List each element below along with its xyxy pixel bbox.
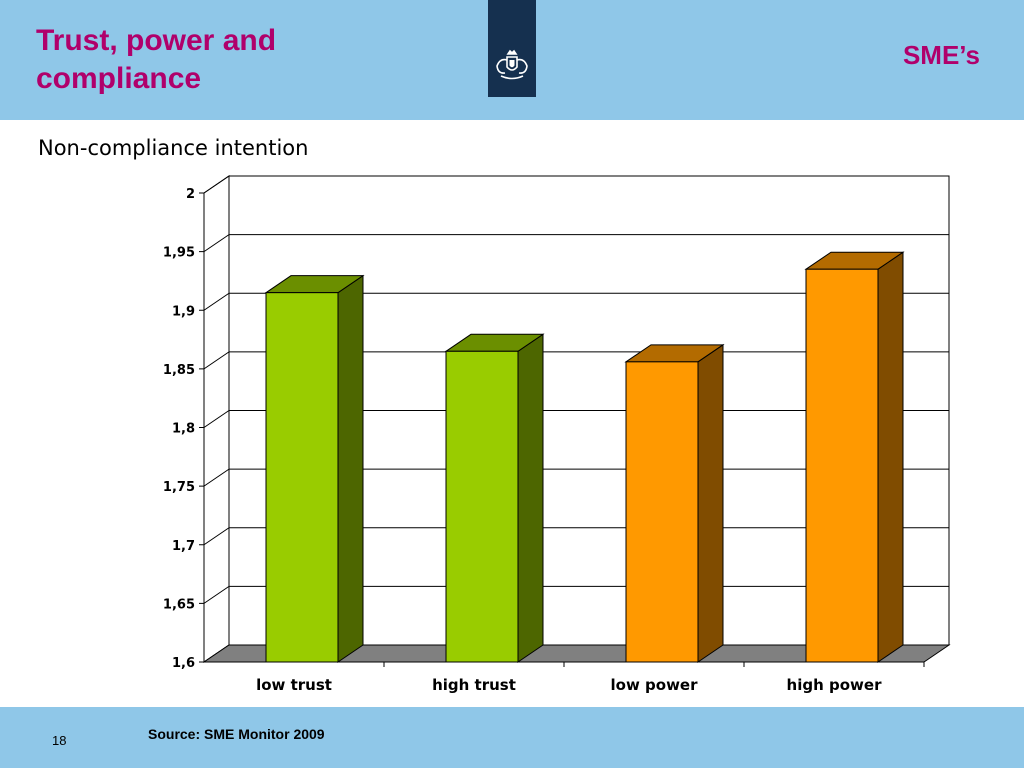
slide-footer: 18 Source: SME Monitor 2009 [0,707,1024,768]
y-tick-label: 1,75 [163,480,195,495]
bar-side [697,343,724,663]
y-tick-label: 1,9 [172,304,195,319]
x-tick-label: high trust [432,676,516,694]
section-label: SME’s [902,40,980,70]
gridline-side [203,292,230,311]
y-tick-label: 1,85 [163,363,195,378]
slide-title: Trust, power and compliance [36,24,277,95]
source-note: Source: SME Monitor 2009 [148,726,325,742]
bar [265,292,339,663]
x-tick-label: high power [787,676,883,694]
gridline-side [203,234,230,253]
bar-side [877,251,904,663]
gridline-side [203,468,230,487]
gridline-side [203,410,230,428]
bar [805,268,879,663]
y-tick-label: 1,7 [172,539,195,554]
bar-side [517,333,544,663]
x-tick-label: low trust [256,676,332,694]
gridline-side [203,175,230,194]
gridline-side [203,585,230,604]
y-tick-label: 1,8 [172,422,195,437]
royal-coat-of-arms-icon [496,49,528,80]
y-tick-label: 1,65 [163,597,195,612]
slide-subtitle: Non-compliance intention [38,136,309,160]
y-tick-label: 1,95 [163,246,195,261]
x-tick-label: low power [611,676,699,694]
bar-chart: 1,6 1,65 1,7 1,75 1,8 1,85 1,9 1,95 2 low trust hi… [163,175,951,694]
logo-banner [488,0,536,97]
gridline-side [203,351,230,370]
y-tick-label: 1,6 [172,656,195,671]
bar-side [337,274,364,663]
slide-header: Trust, power and compliance SME’s [0,0,1024,120]
page-number: 18 [52,733,67,748]
bar [445,350,519,663]
bar [625,361,699,663]
gridline-side [203,527,230,546]
y-tick-label: 2 [186,187,195,202]
